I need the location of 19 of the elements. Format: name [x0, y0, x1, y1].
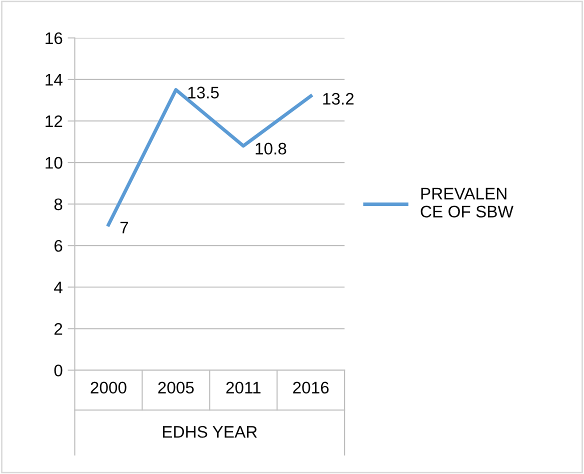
y-tick-label: 6 — [54, 240, 62, 252]
x-tick-label: 2016 — [293, 382, 329, 394]
data-label: 13.5 — [188, 86, 219, 98]
y-tick-label: 0 — [54, 364, 62, 376]
y-tick-label: 4 — [54, 282, 62, 294]
x-tick-label: 2011 — [226, 382, 260, 394]
y-tick-label: 12 — [46, 115, 62, 128]
x-tick-label: 2000 — [90, 382, 126, 394]
data-label: 10.8 — [256, 142, 286, 155]
y-tick-label: 14 — [46, 74, 62, 86]
y-tick-label: 10 — [46, 156, 62, 169]
x-tick-label: 2005 — [158, 382, 194, 394]
legend-label: PREVALENCE OF SBW — [420, 188, 514, 218]
y-tick-label: 2 — [54, 323, 62, 335]
y-tick-label: 16 — [46, 32, 62, 44]
data-label: 7 — [120, 222, 128, 234]
y-tick-label: 8 — [54, 198, 62, 210]
data-label: 13.2 — [323, 92, 354, 105]
x-axis-title: EDHS YEAR — [163, 426, 257, 438]
